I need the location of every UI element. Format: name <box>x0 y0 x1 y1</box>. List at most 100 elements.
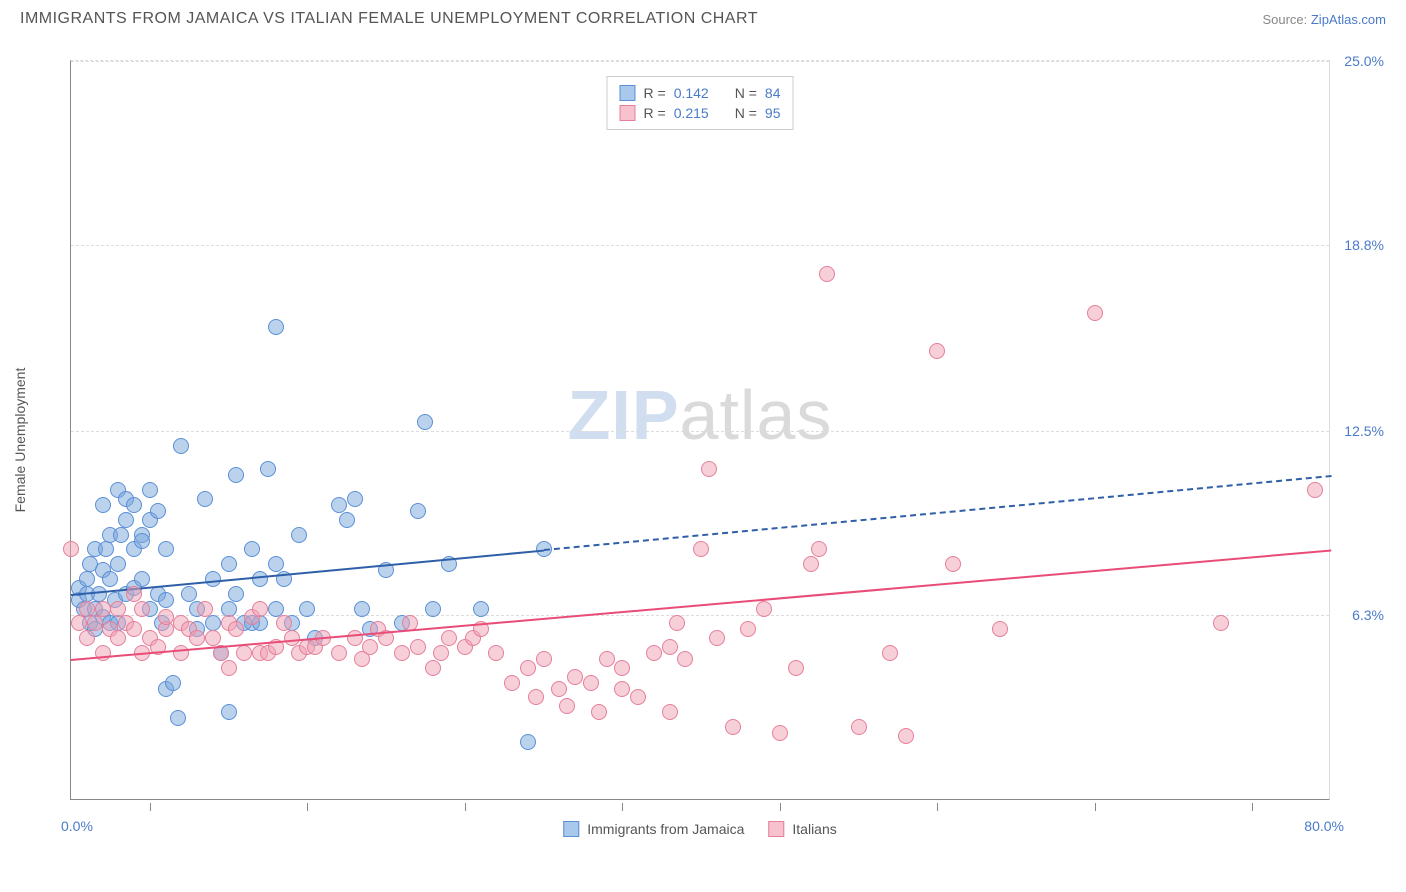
scatter-point <box>79 630 95 646</box>
source-link[interactable]: ZipAtlas.com <box>1311 12 1386 27</box>
scatter-point <box>811 541 827 557</box>
watermark-atlas: atlas <box>680 376 833 454</box>
scatter-point <box>197 491 213 507</box>
gridline <box>71 61 1329 62</box>
scatter-point <box>725 719 741 735</box>
scatter-point <box>433 645 449 661</box>
scatter-point <box>134 601 150 617</box>
scatter-point <box>441 630 457 646</box>
x-tick <box>307 803 308 811</box>
scatter-point <box>63 541 79 557</box>
scatter-point <box>851 719 867 735</box>
scatter-point <box>228 467 244 483</box>
scatter-point <box>410 639 426 655</box>
scatter-point <box>567 669 583 685</box>
scatter-point <box>583 675 599 691</box>
scatter-point <box>669 615 685 631</box>
scatter-point <box>614 660 630 676</box>
scatter-point <box>173 645 189 661</box>
scatter-point <box>102 571 118 587</box>
scatter-point <box>536 651 552 667</box>
watermark: ZIPatlas <box>568 375 833 455</box>
scatter-point <box>520 660 536 676</box>
scatter-point <box>425 660 441 676</box>
scatter-point <box>181 586 197 602</box>
gridline <box>71 245 1329 246</box>
scatter-point <box>339 512 355 528</box>
scatter-point <box>504 675 520 691</box>
scatter-point <box>236 645 252 661</box>
scatter-point <box>134 533 150 549</box>
scatter-point <box>98 541 114 557</box>
stat-r-label: R = <box>644 105 666 121</box>
y-tick-label: 25.0% <box>1344 53 1384 69</box>
scatter-point <box>772 725 788 741</box>
scatter-point <box>189 630 205 646</box>
scatter-point <box>95 601 111 617</box>
scatter-point <box>87 615 103 631</box>
scatter-point <box>394 645 410 661</box>
scatter-point <box>244 541 260 557</box>
scatter-point <box>354 601 370 617</box>
scatter-point <box>118 512 134 528</box>
stat-n-label: N = <box>735 105 757 121</box>
scatter-point <box>79 571 95 587</box>
x-axis-max-label: 80.0% <box>1304 818 1344 834</box>
scatter-point <box>170 710 186 726</box>
scatter-point <box>228 586 244 602</box>
scatter-point <box>173 438 189 454</box>
scatter-point <box>158 609 174 625</box>
scatter-point <box>126 621 142 637</box>
scatter-point <box>819 266 835 282</box>
scatter-point <box>347 491 363 507</box>
stat-n-label: N = <box>735 85 757 101</box>
trend-line <box>543 475 1331 551</box>
scatter-point <box>992 621 1008 637</box>
scatter-point <box>551 681 567 697</box>
stat-r-value: 0.215 <box>674 105 709 121</box>
scatter-point <box>268 319 284 335</box>
scatter-point <box>599 651 615 667</box>
legend-swatch <box>768 821 784 837</box>
x-tick <box>622 803 623 811</box>
x-tick <box>150 803 151 811</box>
scatter-point <box>945 556 961 572</box>
legend-item: Immigrants from Jamaica <box>563 821 744 837</box>
series-swatch <box>620 105 636 121</box>
scatter-point <box>110 630 126 646</box>
scatter-point <box>803 556 819 572</box>
scatter-point <box>252 571 268 587</box>
scatter-point <box>347 630 363 646</box>
plot-area: ZIPatlas R = 0.142N = 84R = 0.215N = 95 … <box>70 60 1330 800</box>
scatter-point <box>205 630 221 646</box>
scatter-point <box>268 601 284 617</box>
scatter-point <box>142 482 158 498</box>
scatter-point <box>362 639 378 655</box>
x-tick <box>937 803 938 811</box>
scatter-point <box>662 639 678 655</box>
scatter-point <box>410 503 426 519</box>
legend-swatch <box>563 821 579 837</box>
scatter-point <box>110 556 126 572</box>
legend-label: Immigrants from Jamaica <box>587 821 744 837</box>
scatter-point <box>71 615 87 631</box>
chart-container: Female Unemployment ZIPatlas R = 0.142N … <box>50 50 1380 830</box>
scatter-point <box>299 601 315 617</box>
scatter-point <box>260 461 276 477</box>
scatter-point <box>559 698 575 714</box>
y-tick-label: 18.8% <box>1344 237 1384 253</box>
scatter-point <box>165 675 181 691</box>
scatter-point <box>126 586 142 602</box>
scatter-point <box>158 592 174 608</box>
scatter-point <box>528 689 544 705</box>
y-tick-label: 12.5% <box>1344 423 1384 439</box>
scatter-point <box>331 497 347 513</box>
scatter-point <box>701 461 717 477</box>
scatter-point <box>693 541 709 557</box>
scatter-point <box>113 527 129 543</box>
scatter-point <box>205 571 221 587</box>
x-axis-min-label: 0.0% <box>61 818 93 834</box>
scatter-point <box>150 503 166 519</box>
scatter-point <box>630 689 646 705</box>
x-tick <box>1252 803 1253 811</box>
